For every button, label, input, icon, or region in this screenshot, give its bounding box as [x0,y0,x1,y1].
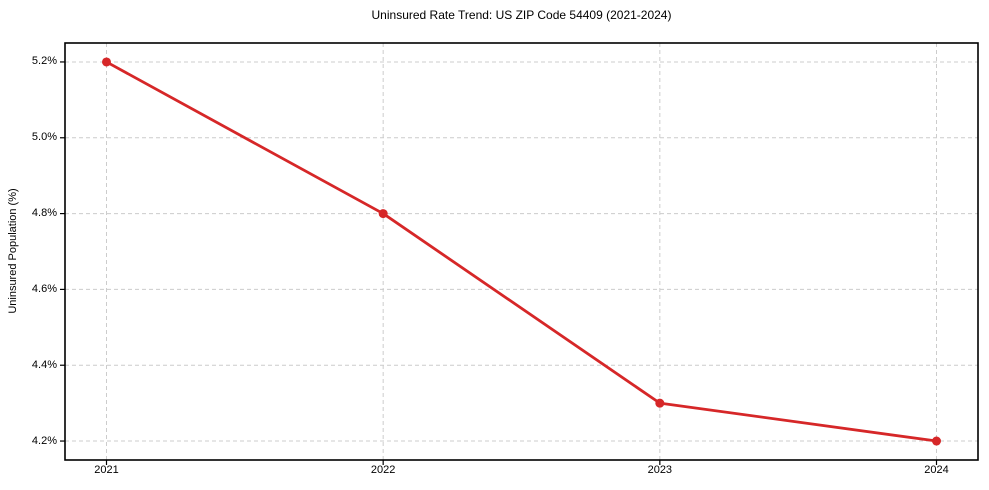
y-tick-label: 4.2% [31,434,57,447]
data-point-marker [932,436,941,446]
plot-border [64,42,979,461]
x-tick-label: 2023 [647,464,673,476]
chart-title: Uninsured Rate Trend: US ZIP Code 54409 … [371,8,672,22]
x-tick-label: 2024 [924,464,949,476]
y-tick-label: 4.8% [31,207,57,220]
data-point-marker [102,57,111,67]
y-tick-label: 5.0% [31,131,57,144]
y-tick-label: 4.6% [31,282,57,295]
y-tick-label: 4.4% [31,358,57,371]
x-tick-label: 2022 [370,464,396,476]
y-tick-label: 5.2% [31,55,57,68]
x-tick-label: 2021 [94,464,119,476]
data-point-marker [655,398,665,408]
trend-line [105,60,938,443]
data-point-marker [378,209,388,219]
